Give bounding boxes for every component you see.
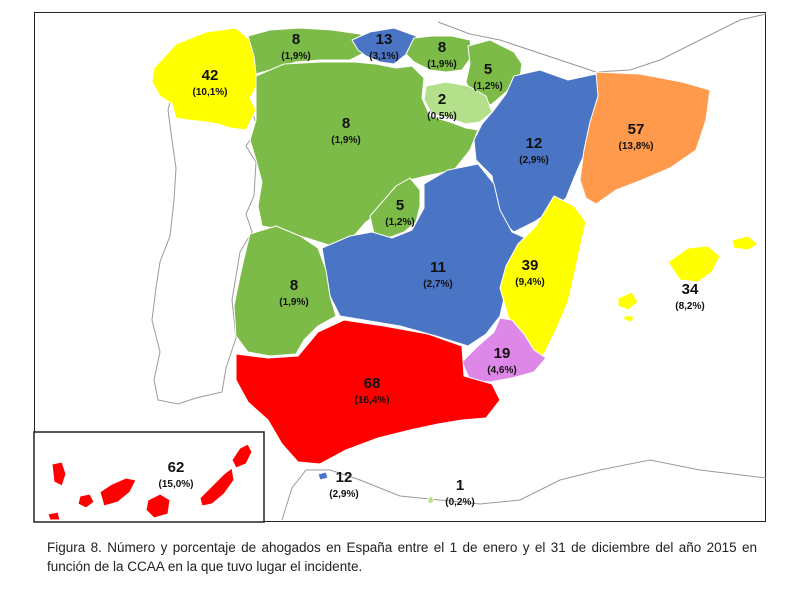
region-andalucia	[235, 319, 501, 465]
label-count-madrid: 5	[396, 197, 404, 214]
label-count-aragon: 12	[526, 135, 543, 152]
label-pct-comunidad-valenciana: (9,4%)	[515, 277, 544, 288]
label-pct-ceuta: (2,9%)	[329, 489, 358, 500]
region-cantabria	[351, 27, 419, 65]
label-pct-castilla-la-mancha: (2,7%)	[423, 279, 452, 290]
label-pct-pais-vasco: (1,9%)	[427, 59, 456, 70]
label-count-cataluna: 57	[628, 121, 645, 138]
label-pct-region-de-murcia: (4,6%)	[487, 365, 516, 376]
label-pct-cantabria: (3,1%)	[369, 51, 398, 62]
label-count-castilla-y-leon: 8	[342, 115, 350, 132]
label-pct-galicia: (10,1%)	[192, 87, 227, 98]
region-islas-baleares-ibiza	[617, 291, 639, 311]
region-extremadura	[233, 225, 337, 357]
region-navarra	[465, 39, 523, 109]
region-cataluna	[579, 71, 711, 205]
label-count-asturias: 8	[292, 31, 300, 48]
region-canarias-la-gomera	[77, 493, 95, 509]
figure-caption: Figura 8. Número y porcentaje de ahogado…	[47, 540, 757, 574]
region-melilla	[427, 495, 435, 505]
region-labels: 42 (10,1%) 8 (1,9%) 13 (3,1%) 8 (1,9%) 5 (1,2%) 2 (…	[158, 31, 704, 508]
label-count-islas-canarias: 62	[168, 459, 185, 476]
region-pais-vasco	[405, 35, 473, 73]
label-pct-navarra: (1,2%)	[473, 81, 502, 92]
region-canarias-la-palma	[51, 461, 67, 487]
label-count-castilla-la-mancha: 11	[430, 259, 446, 276]
region-canarias-tenerife	[99, 477, 137, 507]
label-pct-extremadura: (1,9%)	[279, 297, 308, 308]
region-ceuta	[317, 471, 329, 481]
spain-drowning-map: 42 (10,1%) 8 (1,9%) 13 (3,1%) 8 (1,9%) 5 (1,2%) 2 (…	[33, 13, 767, 523]
region-asturias	[247, 27, 373, 75]
label-count-region-de-murcia: 19	[494, 345, 511, 362]
region-islas-baleares-formentera	[623, 315, 635, 323]
label-count-comunidad-valenciana: 39	[522, 257, 539, 274]
region-islas-baleares-mallorca	[667, 245, 721, 283]
label-pct-islas-baleares: (8,2%)	[675, 301, 704, 312]
label-count-ceuta: 12	[336, 469, 353, 486]
region-islas-baleares-menorca	[731, 235, 759, 251]
region-canarias-el-hierro	[47, 511, 61, 521]
region-canarias-gran-canaria	[145, 493, 171, 519]
label-pct-andalucia: (16,4%)	[354, 395, 389, 406]
region-castilla-y-leon	[249, 61, 479, 247]
label-pct-islas-canarias: (15,0%)	[158, 479, 193, 490]
label-count-la-rioja: 2	[438, 91, 446, 108]
label-count-pais-vasco: 8	[438, 39, 446, 56]
region-murcia	[461, 317, 547, 383]
label-count-navarra: 5	[484, 61, 492, 78]
label-count-cantabria: 13	[376, 31, 393, 48]
region-canarias-lanzarote	[231, 443, 253, 469]
label-pct-la-rioja: (0,5%)	[427, 111, 456, 122]
label-pct-melilla: (0,2%)	[445, 497, 474, 508]
label-count-islas-baleares: 34	[682, 281, 699, 298]
label-pct-cataluna: (13,8%)	[618, 141, 653, 152]
label-count-andalucia: 68	[364, 375, 381, 392]
region-canarias-fuerteventura	[199, 467, 235, 507]
morocco-outline	[281, 459, 767, 521]
label-pct-madrid: (1,2%)	[385, 217, 414, 228]
label-pct-aragon: (2,9%)	[519, 155, 548, 166]
region-galicia	[151, 27, 259, 131]
label-count-extremadura: 8	[290, 277, 298, 294]
label-count-galicia: 42	[202, 67, 219, 84]
label-pct-castilla-y-leon: (1,9%)	[331, 135, 360, 146]
region-la-rioja	[423, 81, 493, 125]
label-pct-asturias: (1,9%)	[281, 51, 310, 62]
label-count-melilla: 1	[456, 477, 464, 494]
